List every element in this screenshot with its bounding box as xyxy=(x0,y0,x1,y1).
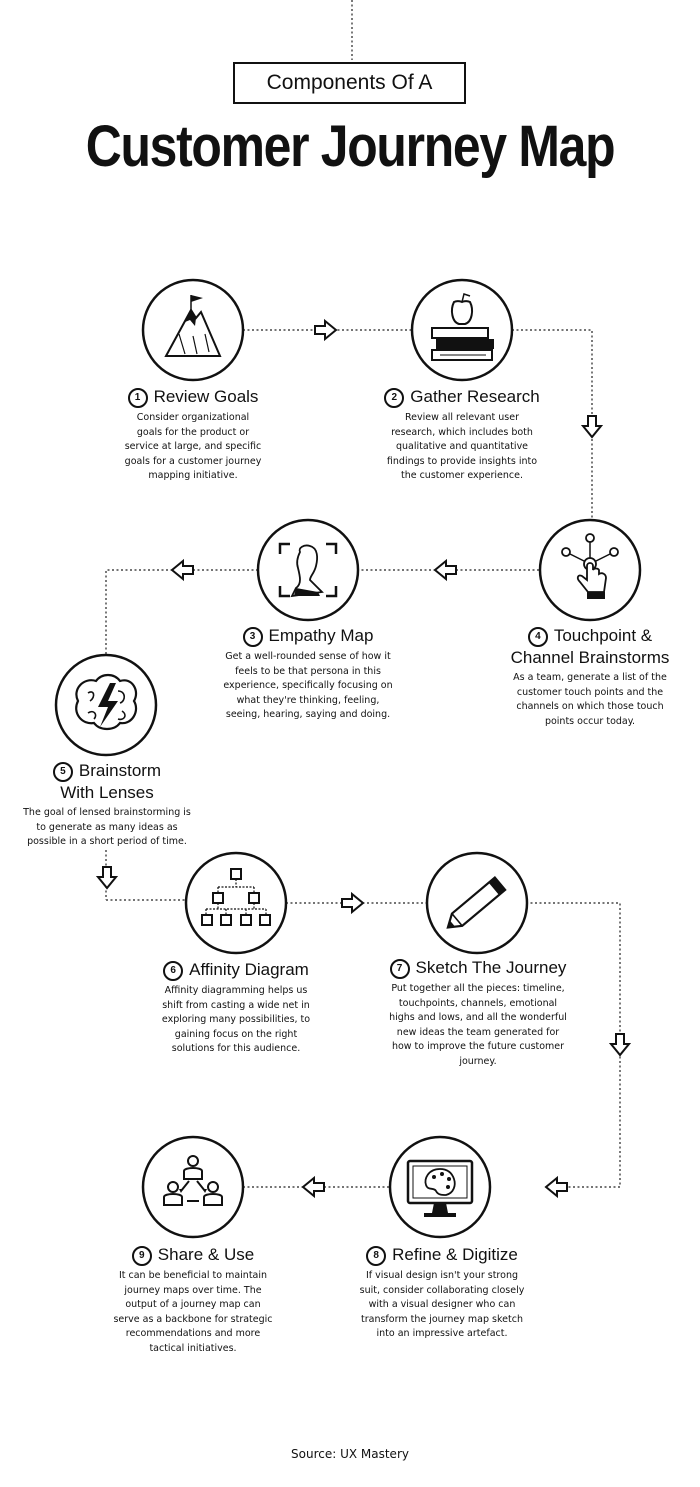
step-title-line2: With Lenses xyxy=(60,783,154,802)
step-refine-digitize: 8 Refine & Digitize If visual design isn'… xyxy=(352,1244,532,1342)
step-touchpoint-brainstorms: 4 Touchpoint & Channel Brainstorms As a t… xyxy=(492,625,688,729)
step-title-text: Gather Research xyxy=(410,387,540,406)
step-number-badge: 6 xyxy=(163,961,184,981)
step-title-text: Empathy Map xyxy=(268,626,374,645)
brain-lightning-icon xyxy=(54,653,158,757)
step-title: 5 Brainstorm With Lenses xyxy=(12,760,202,803)
step-description: The goal of lensed brainstorming is to g… xyxy=(23,807,191,847)
step-description: Get a well-rounded sense of how it feels… xyxy=(223,651,393,720)
source-credit: Source: UX Mastery xyxy=(291,1447,409,1461)
step-title: 7 Sketch The Journey xyxy=(380,957,576,979)
step-title-text: Touchpoint & xyxy=(553,626,653,645)
step-number-badge: 1 xyxy=(127,388,148,408)
step-title: 2 Gather Research xyxy=(367,386,557,408)
step-empathy-map: 3 Empathy Map Get a well-rounded sense of… xyxy=(213,625,403,723)
step-title-text: Sketch The Journey xyxy=(415,958,567,977)
step-title-text: Brainstorm xyxy=(78,761,162,780)
step-description: Review all relevant user research, which… xyxy=(386,412,538,481)
hierarchy-icon xyxy=(184,851,288,955)
step-title-text: Share & Use xyxy=(157,1245,255,1264)
step-title-line2: Channel Brainstorms xyxy=(510,648,670,667)
step-title: 8 Refine & Digitize xyxy=(352,1244,532,1266)
share-people-icon xyxy=(141,1135,245,1239)
step-number-badge: 4 xyxy=(527,627,548,647)
pencil-icon xyxy=(425,851,529,955)
step-description: Affinity diagramming helps us shift from… xyxy=(161,985,311,1054)
step-gather-research: 2 Gather Research Review all relevant use… xyxy=(367,386,557,484)
step-description: If visual design isn't your strong suit,… xyxy=(359,1270,525,1339)
step-title: 1 Review Goals xyxy=(98,386,288,408)
step-number-badge: 2 xyxy=(384,388,405,408)
step-title: 9 Share & Use xyxy=(103,1244,283,1266)
step-number-badge: 8 xyxy=(366,1246,387,1266)
step-sketch-journey: 7 Sketch The Journey Put together all the… xyxy=(380,957,576,1069)
step-share-use: 9 Share & Use It can be beneficial to mai… xyxy=(103,1244,283,1356)
step-description: Put together all the pieces: timeline, t… xyxy=(389,983,567,1067)
step-description: Consider organizational goals for the pr… xyxy=(124,412,262,481)
step-number-badge: 9 xyxy=(131,1246,152,1266)
person-focus-icon xyxy=(256,518,360,622)
page-title: Customer Journey Map xyxy=(85,114,616,179)
books-apple-icon xyxy=(410,278,514,382)
step-brainstorm-lenses: 5 Brainstorm With Lenses The goal of lens… xyxy=(12,760,202,850)
step-title-text: Review Goals xyxy=(153,387,259,406)
monitor-palette-icon xyxy=(388,1135,492,1239)
step-affinity-diagram: 6 Affinity Diagram Affinity diagramming h… xyxy=(138,959,334,1057)
step-title-text: Affinity Diagram xyxy=(189,960,309,979)
step-number-badge: 3 xyxy=(242,627,263,647)
step-review-goals: 1 Review Goals Consider organizational go… xyxy=(98,386,288,484)
touch-hand-icon xyxy=(538,518,642,622)
step-description: As a team, generate a list of the custom… xyxy=(513,672,667,727)
step-number-badge: 5 xyxy=(52,762,73,782)
step-number-badge: 7 xyxy=(389,959,410,979)
mountain-flag-icon xyxy=(141,278,245,382)
step-description: It can be beneficial to maintain journey… xyxy=(113,1270,273,1354)
step-title: 6 Affinity Diagram xyxy=(138,959,334,981)
step-title-text: Refine & Digitize xyxy=(392,1245,518,1264)
header-subtitle: Components Of A xyxy=(233,62,466,104)
step-title: 3 Empathy Map xyxy=(213,625,403,647)
step-title: 4 Touchpoint & Channel Brainstorms xyxy=(492,625,688,668)
